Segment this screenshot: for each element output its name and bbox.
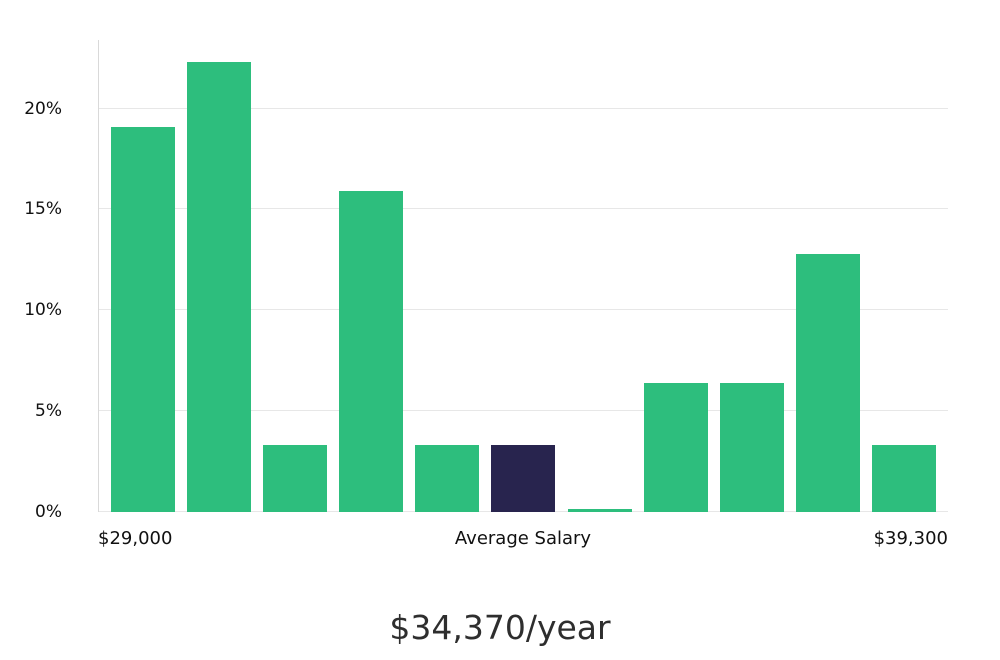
bar (795, 253, 860, 512)
bar (415, 445, 480, 512)
y-tick-label: 15% (24, 199, 62, 220)
x-tick-label-max: $39,300 (873, 528, 948, 549)
gridline (99, 309, 948, 311)
bars-layer (99, 40, 948, 512)
gridline (99, 410, 948, 412)
x-tick-label-average-salary: Average Salary (454, 528, 592, 549)
y-tick-label: 20% (24, 98, 62, 119)
gridline (99, 107, 948, 109)
x-tick-label-min: $29,000 (98, 528, 173, 549)
bar (567, 508, 632, 512)
bar (719, 382, 784, 512)
plot-area (98, 40, 948, 512)
bar (643, 382, 708, 512)
bar (187, 62, 252, 512)
average-salary-title: $34,370/year (389, 608, 611, 647)
bar-average-salary (491, 445, 556, 512)
bar (871, 445, 936, 512)
x-axis: $29,000 Average Salary $39,300 (98, 528, 948, 556)
bar (263, 445, 328, 512)
y-tick-label: 5% (35, 401, 62, 422)
bar (111, 126, 176, 512)
y-tick-label: 10% (24, 300, 62, 321)
bar (339, 191, 404, 512)
y-axis: 0% 5% 10% 15% 20% (0, 40, 88, 522)
y-tick-label: 0% (35, 502, 62, 522)
gridline (99, 208, 948, 210)
